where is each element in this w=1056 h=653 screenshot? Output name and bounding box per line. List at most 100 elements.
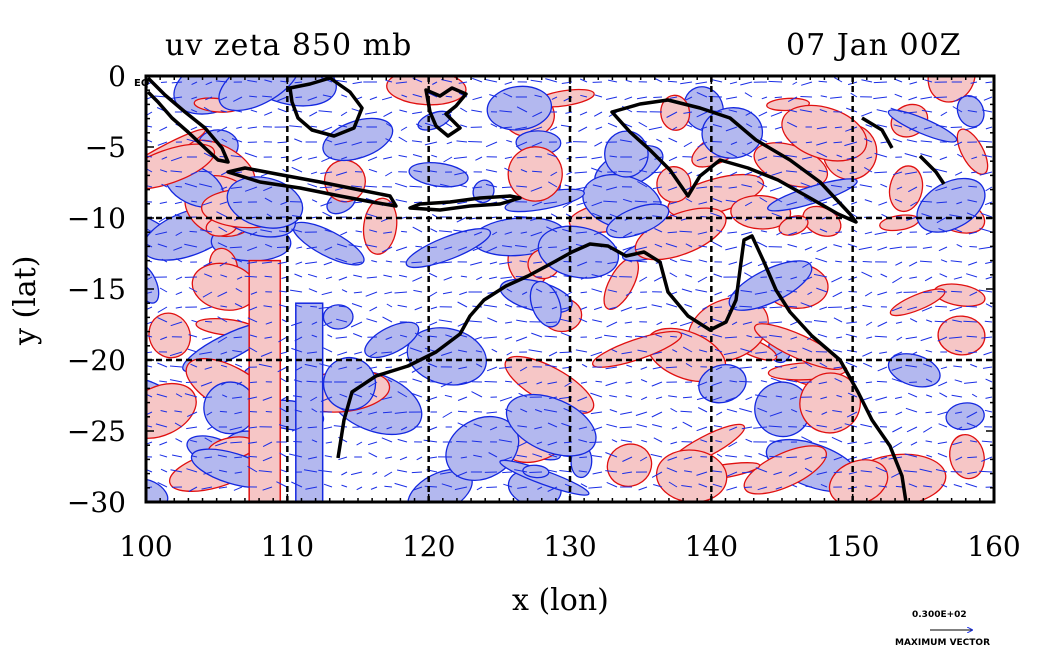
wind-vector xyxy=(565,111,573,114)
wind-vector xyxy=(428,321,438,326)
wind-vector xyxy=(564,291,573,297)
wind-vector xyxy=(908,483,918,488)
wind-vector xyxy=(696,91,708,98)
wind-vector xyxy=(653,96,663,98)
wind-vector xyxy=(506,288,513,293)
wind-vector xyxy=(311,408,318,413)
wind-vector xyxy=(655,334,663,338)
wind-vector xyxy=(384,471,393,478)
wind-vector xyxy=(595,380,603,383)
wind-vector xyxy=(579,78,588,83)
wind-vector xyxy=(356,366,363,370)
wind-vector xyxy=(635,306,648,310)
wind-vector xyxy=(457,349,468,353)
wind-vector xyxy=(459,184,468,188)
wind-vector xyxy=(862,351,873,357)
wind-vector xyxy=(146,139,153,143)
wind-vector xyxy=(639,276,648,282)
wind-vector xyxy=(276,481,288,488)
wind-vector xyxy=(229,246,243,249)
wind-vector xyxy=(413,170,423,173)
wind-vector xyxy=(833,244,843,248)
wind-vector xyxy=(385,171,393,177)
wind-vector xyxy=(893,171,903,176)
wind-vector xyxy=(606,481,618,488)
wind-vector xyxy=(637,181,648,188)
wind-vector xyxy=(443,276,453,281)
wind-vector xyxy=(875,396,888,401)
wind-vector xyxy=(265,321,273,325)
wind-vector xyxy=(818,169,828,173)
wind-vector xyxy=(667,456,678,461)
wind-vector xyxy=(335,336,348,339)
wind-vector xyxy=(324,246,333,251)
wind-vector xyxy=(800,302,813,308)
wind-vector xyxy=(202,291,213,298)
wind-vector xyxy=(740,81,753,86)
wind-vector xyxy=(456,216,468,223)
wind-vector xyxy=(833,317,843,323)
wind-vector xyxy=(515,336,528,342)
wind-vector xyxy=(516,106,528,113)
wind-vector xyxy=(771,171,783,176)
wind-vector xyxy=(336,318,348,323)
wind-vector xyxy=(876,380,888,383)
wind-vector xyxy=(395,81,408,84)
wind-vector xyxy=(891,366,903,371)
wind-vector xyxy=(337,351,348,356)
coast-bismarck xyxy=(918,154,946,185)
wind-vector xyxy=(200,306,213,310)
wind-vector xyxy=(294,138,303,143)
wind-vector xyxy=(788,231,798,236)
wind-vector xyxy=(321,291,333,296)
wind-vector xyxy=(428,363,438,368)
wind-vector xyxy=(498,439,513,443)
wind-vector xyxy=(936,124,948,128)
wind-vector xyxy=(696,396,708,401)
wind-vector xyxy=(637,260,648,263)
lat-lon-grid xyxy=(146,76,994,502)
wind-vector xyxy=(790,276,798,280)
wind-vector xyxy=(715,440,723,443)
wind-vector xyxy=(819,109,828,113)
wind-vector xyxy=(428,426,438,431)
wind-vector xyxy=(637,349,648,353)
wind-vector xyxy=(635,411,648,416)
wind-vector xyxy=(232,350,243,353)
wind-vector xyxy=(233,201,243,204)
wind-vector xyxy=(504,81,513,85)
wind-vector xyxy=(264,111,273,116)
wind-vector xyxy=(279,290,288,293)
wind-vector xyxy=(788,471,798,477)
wind-vector xyxy=(234,363,243,368)
wind-vector xyxy=(744,455,753,458)
wind-vector xyxy=(940,111,948,117)
wind-vector xyxy=(667,80,678,83)
wind-vector xyxy=(845,333,858,338)
y-tick-labels: 0 −5 −10 −15 −20 −25 −30 xyxy=(67,60,126,519)
wind-vector xyxy=(835,260,843,263)
wind-vector xyxy=(788,305,798,308)
wind-vector xyxy=(468,320,483,323)
wind-vector xyxy=(714,291,723,296)
wind-vector xyxy=(670,335,678,338)
wind-vector xyxy=(320,201,333,207)
wind-vector xyxy=(383,274,393,278)
wind-vector xyxy=(896,186,903,190)
wind-vector xyxy=(350,471,363,476)
wind-vector xyxy=(146,351,153,354)
wind-vector xyxy=(864,166,873,173)
wind-vector xyxy=(385,79,393,83)
wind-vector xyxy=(307,456,318,460)
wind-vector xyxy=(685,243,693,248)
wind-vector xyxy=(710,396,723,402)
wind-vector xyxy=(821,411,828,415)
wind-vector xyxy=(700,334,708,338)
wind-vector xyxy=(982,109,993,113)
wind-vector xyxy=(547,153,558,158)
wind-vector xyxy=(529,471,543,473)
wind-vector xyxy=(745,438,753,443)
wind-vector xyxy=(188,334,198,338)
wind-vector xyxy=(592,319,603,323)
wind-vector xyxy=(726,486,738,491)
